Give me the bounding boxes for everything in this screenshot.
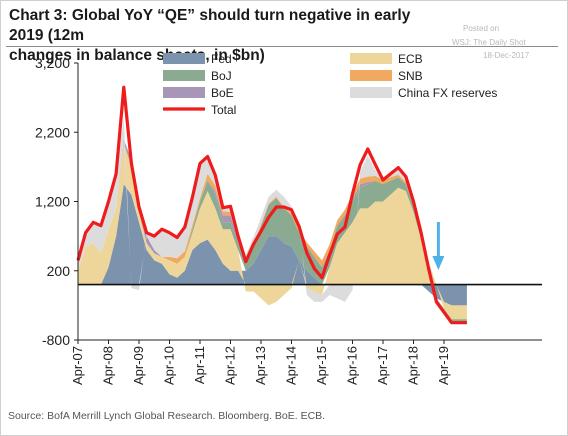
legend-label-boj: BoJ xyxy=(211,69,232,83)
watermark-posted: Posted on xyxy=(463,24,500,33)
down-arrow-icon xyxy=(432,222,445,270)
y-tick-label: 2,200 xyxy=(35,124,70,140)
area-ecb xyxy=(78,142,467,320)
x-tick-label: Apr-12 xyxy=(223,346,238,385)
watermark-date: 18-Dec-2017 xyxy=(483,51,530,60)
legend: Fed ECB BoJ SNB BoE China FX reserves Total xyxy=(163,52,497,117)
x-tick-label: Apr-18 xyxy=(406,346,421,385)
x-tick-label: Apr-17 xyxy=(375,346,390,385)
x-tick-label: Apr-11 xyxy=(192,346,207,384)
x-tick-label: Apr-07 xyxy=(70,346,85,385)
x-tick-label: Apr-16 xyxy=(345,346,360,385)
series-line-total xyxy=(76,85,467,325)
legend-swatch-boj xyxy=(163,70,205,81)
x-tick-label: Apr-13 xyxy=(253,346,268,385)
legend-label-fed: Fed xyxy=(211,52,232,66)
legend-swatch-boe xyxy=(163,87,205,98)
y-tick-label: 3,200 xyxy=(35,55,70,71)
x-tick-label: Apr-08 xyxy=(101,346,116,385)
chart-title-line-1: Chart 3: Global YoY “QE” should turn neg… xyxy=(9,7,411,44)
area-fed xyxy=(78,184,467,306)
legend-swatch-snb xyxy=(350,70,392,81)
legend-label-boe: BoE xyxy=(211,86,234,100)
chart-source: Source: BofA Merrill Lynch Global Resear… xyxy=(8,410,326,422)
down-arrow-head xyxy=(432,256,445,270)
watermark-source: WSJ: The Daily Shot xyxy=(452,38,526,47)
legend-label-ecb: ECB xyxy=(398,52,423,66)
area-boj xyxy=(78,142,467,323)
legend-label-total: Total xyxy=(211,103,236,117)
legend-label-snb: SNB xyxy=(398,69,423,83)
stacked-areas xyxy=(78,118,467,323)
title-divider xyxy=(6,46,558,47)
y-tick-label: 1,200 xyxy=(35,194,70,210)
x-tick-label: Apr-09 xyxy=(131,346,146,385)
x-tick-label: Apr-19 xyxy=(436,346,451,385)
legend-swatch-ecb xyxy=(350,53,392,64)
legend-swatch-china-fx xyxy=(350,87,392,98)
x-tick-label: Apr-14 xyxy=(284,346,299,385)
legend-label-china-fx: China FX reserves xyxy=(398,86,497,100)
area-china-fx xyxy=(78,118,467,302)
x-tick-label: Apr-15 xyxy=(314,346,329,385)
legend-swatch-fed xyxy=(163,53,205,64)
y-tick-label: 200 xyxy=(47,263,71,279)
y-tick-label: -800 xyxy=(42,332,70,348)
x-tick-label: Apr-10 xyxy=(162,346,177,385)
